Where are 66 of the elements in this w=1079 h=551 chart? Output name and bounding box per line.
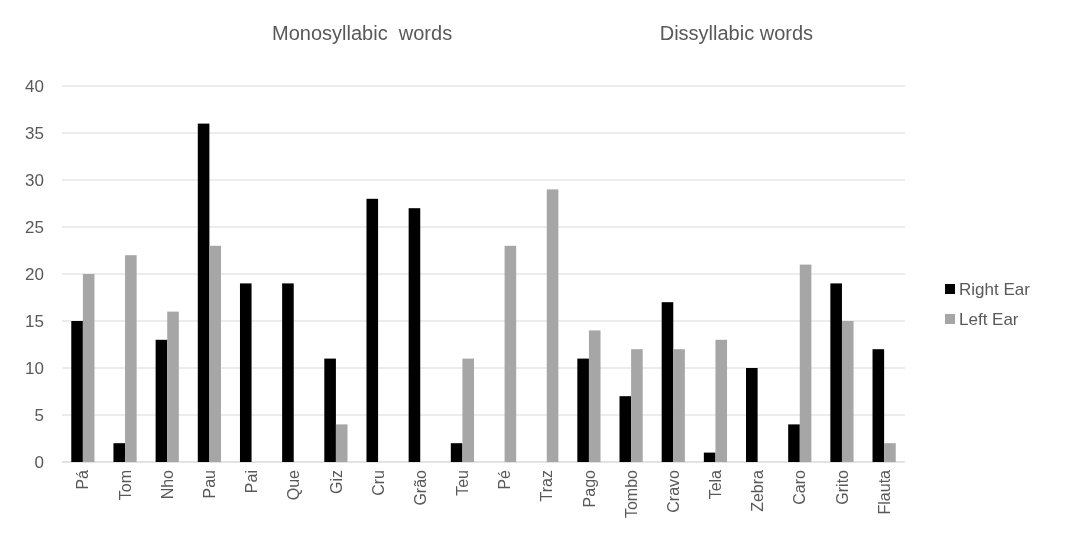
bar bbox=[155, 339, 168, 462]
x-tick-label: Tom bbox=[116, 470, 134, 501]
bar bbox=[715, 339, 728, 462]
bar bbox=[462, 358, 475, 462]
bar bbox=[673, 349, 685, 462]
legend-label: Right Ear bbox=[959, 279, 1031, 299]
x-tick-label: Pau bbox=[200, 470, 218, 499]
bar bbox=[872, 349, 885, 462]
bar bbox=[619, 396, 632, 462]
bar bbox=[661, 302, 674, 462]
x-tick-label: Zebra bbox=[749, 469, 767, 512]
y-tick-label: 20 bbox=[25, 264, 44, 284]
x-tick-label: Pago bbox=[580, 469, 598, 508]
bar bbox=[546, 189, 559, 462]
bar bbox=[703, 452, 716, 462]
x-tick-label: Traz bbox=[538, 470, 556, 502]
x-tick-label: Teu bbox=[454, 470, 472, 496]
x-tick-label: Giz bbox=[327, 470, 345, 494]
bar bbox=[366, 198, 379, 462]
bar bbox=[799, 264, 812, 462]
bar bbox=[282, 283, 294, 462]
y-tick-label: 35 bbox=[25, 123, 44, 143]
y-tick-label: 40 bbox=[25, 76, 44, 96]
bar bbox=[113, 443, 126, 462]
x-tick-label: Cru bbox=[369, 470, 387, 496]
x-tick-label: Tela bbox=[707, 469, 725, 500]
text: Dissyllabic words bbox=[659, 22, 814, 44]
x-tick-label: Pá bbox=[74, 469, 92, 490]
bar bbox=[577, 358, 589, 462]
x-tick-label: Nho bbox=[158, 469, 176, 500]
bar bbox=[631, 349, 643, 462]
y-tick-label: 5 bbox=[34, 405, 44, 425]
y-tick-label: 0 bbox=[34, 452, 44, 472]
bar bbox=[408, 208, 421, 462]
y-tick-label: 15 bbox=[25, 311, 44, 331]
text: Monosyllabic words bbox=[272, 22, 453, 44]
bar bbox=[884, 443, 896, 462]
bar bbox=[71, 321, 83, 462]
bar bbox=[841, 321, 854, 462]
x-tick-label: Que bbox=[285, 469, 303, 501]
bar bbox=[239, 283, 252, 462]
x-tick-label: Flauta bbox=[875, 469, 893, 515]
x-tick-label: Cravo bbox=[664, 469, 682, 513]
x-tick-label: Grão bbox=[411, 469, 429, 506]
y-tick-label: 25 bbox=[25, 217, 44, 237]
legend-label: Left Ear bbox=[959, 309, 1019, 329]
x-tick-label: Pai bbox=[243, 470, 261, 494]
bar bbox=[504, 245, 517, 462]
x-tick-label: Grito bbox=[833, 469, 851, 505]
bar bbox=[335, 424, 348, 462]
bar bbox=[324, 358, 336, 462]
x-tick-label: Caro bbox=[791, 469, 809, 505]
bar bbox=[197, 123, 210, 462]
bar bbox=[167, 311, 179, 462]
bar bbox=[788, 424, 800, 462]
y-tick-label: 10 bbox=[25, 358, 44, 378]
bar bbox=[830, 283, 842, 462]
bar bbox=[125, 255, 137, 462]
bar bbox=[209, 245, 221, 462]
y-tick-label: 30 bbox=[25, 170, 44, 190]
x-tick-label: Pé bbox=[496, 469, 514, 490]
x-tick-label: Tombo bbox=[622, 469, 640, 519]
bar bbox=[82, 274, 95, 462]
bar bbox=[746, 368, 758, 462]
bar bbox=[450, 443, 463, 462]
bar bbox=[588, 330, 601, 462]
